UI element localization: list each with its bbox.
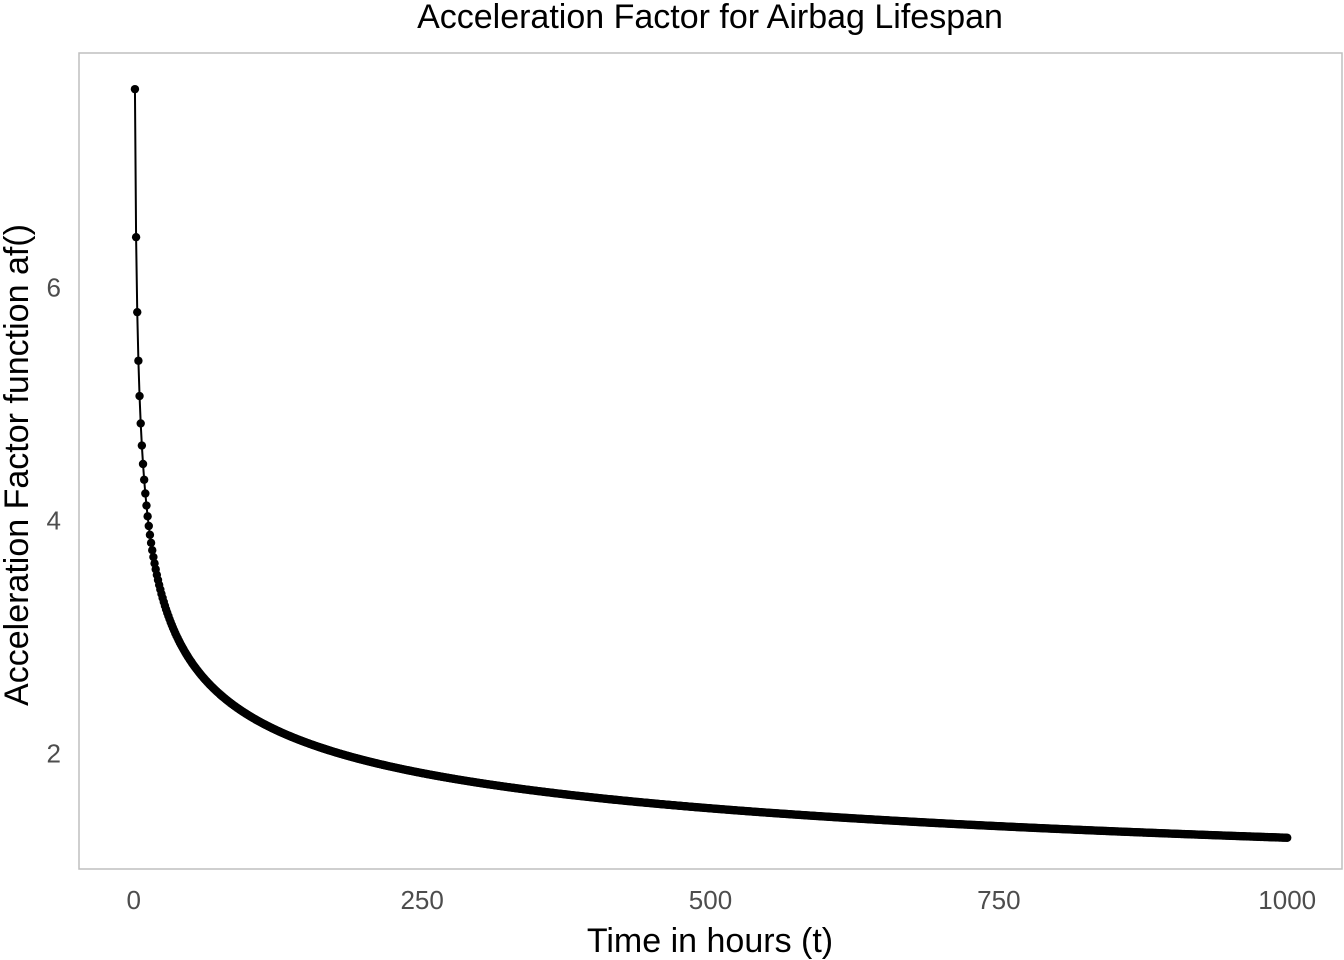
chart-title: Acceleration Factor for Airbag Lifespan bbox=[417, 0, 1003, 36]
x-tick-label: 750 bbox=[977, 885, 1020, 915]
data-point bbox=[142, 501, 151, 510]
data-point bbox=[130, 84, 140, 94]
y-tick-label: 4 bbox=[47, 505, 61, 535]
data-point bbox=[137, 441, 147, 450]
y-axis-ticks: 2 4 6 bbox=[47, 272, 61, 768]
data-point bbox=[139, 475, 149, 484]
x-tick-label: 1000 bbox=[1258, 885, 1316, 915]
x-tick-label: 250 bbox=[400, 885, 443, 915]
plot-panel-border bbox=[78, 52, 1343, 870]
series-line bbox=[133, 89, 1288, 839]
data-point bbox=[141, 489, 150, 498]
data-point bbox=[131, 232, 141, 242]
data-point bbox=[143, 512, 152, 521]
series-points bbox=[130, 84, 1292, 842]
data-point bbox=[148, 546, 157, 555]
data-point bbox=[134, 356, 143, 365]
data-point bbox=[144, 521, 153, 531]
data-point bbox=[149, 552, 158, 562]
y-tick-label: 6 bbox=[47, 272, 61, 302]
y-axis-title: Acceleration Factor function af() bbox=[0, 224, 36, 706]
y-tick-label: 2 bbox=[47, 739, 61, 769]
data-point bbox=[135, 391, 144, 401]
data-point bbox=[138, 459, 148, 469]
data-point bbox=[145, 530, 155, 539]
data-point bbox=[133, 307, 142, 317]
data-point bbox=[136, 419, 145, 428]
x-axis-ticks: 0 250 500 750 1000 bbox=[127, 885, 1317, 915]
x-tick-label: 500 bbox=[689, 885, 732, 915]
data-point bbox=[146, 538, 156, 548]
x-tick-label: 0 bbox=[127, 885, 141, 915]
x-axis-title: Time in hours (t) bbox=[587, 922, 833, 960]
data-point bbox=[1283, 833, 1292, 842]
